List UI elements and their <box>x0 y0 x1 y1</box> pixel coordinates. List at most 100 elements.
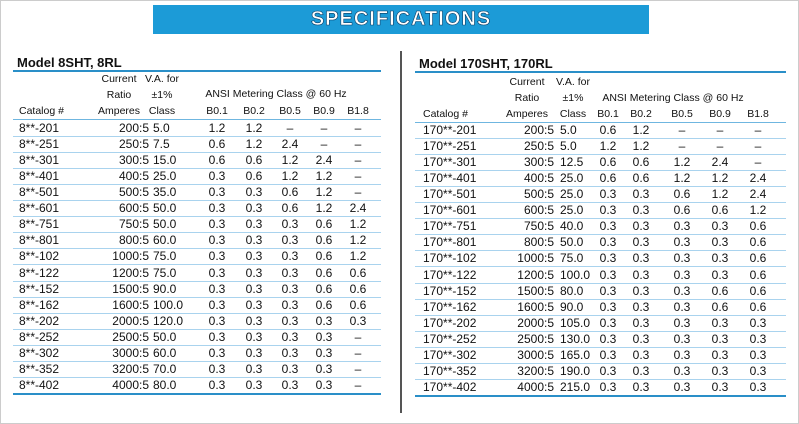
cell: 8**-202 <box>19 313 60 328</box>
cell: 8**-301 <box>19 153 60 168</box>
cell: 190.0 <box>560 363 591 378</box>
cell: 1.2 <box>208 121 226 135</box>
cell: 0.3 <box>281 377 299 392</box>
cell: – <box>678 123 686 137</box>
cell: 1500:5 <box>517 283 554 298</box>
cell: 0.3 <box>315 361 333 376</box>
header: Amperes <box>97 105 140 117</box>
cell: 215.0 <box>560 379 591 394</box>
row-rule <box>415 298 786 300</box>
cell: 0.6 <box>349 265 367 280</box>
cell: 0.3 <box>711 331 729 346</box>
cell: 0.3 <box>599 315 617 330</box>
cell: 0.3 <box>749 331 767 346</box>
cell: 1.2 <box>632 123 650 137</box>
cell: 75.0 <box>560 251 584 266</box>
divider <box>400 51 402 413</box>
cell: 1.2 <box>315 169 333 184</box>
row-rule <box>415 330 786 332</box>
cell: 25.0 <box>560 187 584 202</box>
cell: 0.3 <box>599 219 617 234</box>
cell: 250:5 <box>118 137 149 152</box>
cell: 3000:5 <box>517 347 554 362</box>
cell: 0.3 <box>208 313 226 328</box>
cell: 0.3 <box>632 251 650 266</box>
cell: 0.3 <box>599 251 617 266</box>
cell: 8**-501 <box>19 185 60 200</box>
cell: 0.6 <box>711 203 729 218</box>
cell: 300:5 <box>118 153 149 168</box>
cell: 0.6 <box>208 137 226 152</box>
cell: 0.6 <box>599 155 617 170</box>
cell: 0.6 <box>599 123 617 137</box>
row-rule <box>13 280 381 282</box>
cell: 2.4 <box>749 171 767 186</box>
cell: 170**-252 <box>423 331 477 346</box>
cell: 0.3 <box>208 297 226 312</box>
cell: 0.3 <box>245 201 263 216</box>
cell: 1.2 <box>281 153 299 168</box>
cell: 0.3 <box>711 363 729 378</box>
cell: 3000:5 <box>112 345 149 360</box>
cell: 0.6 <box>245 153 263 168</box>
cell: 1.2 <box>349 217 367 232</box>
cell: 8**-102 <box>19 249 60 264</box>
cell: 0.3 <box>711 219 729 234</box>
cell: 130.0 <box>560 331 591 346</box>
cell: 0.3 <box>749 363 767 378</box>
cell: 8**-352 <box>19 361 60 376</box>
cell: 3200:5 <box>517 363 554 378</box>
cell: 0.3 <box>599 203 617 218</box>
header: B0.5 <box>279 105 301 117</box>
cell: 0.3 <box>281 313 299 328</box>
cell: 0.3 <box>599 267 617 282</box>
row-rule <box>13 248 381 250</box>
cell: 0.3 <box>281 217 299 232</box>
cell: – <box>354 361 362 376</box>
header: B0.5 <box>671 108 693 120</box>
cell: 0.3 <box>208 281 226 296</box>
cell: 170**-162 <box>423 299 477 314</box>
row-rule <box>13 392 381 395</box>
cell: 0.3 <box>315 377 333 392</box>
cell: 0.6 <box>749 219 767 234</box>
cell: 0.3 <box>315 329 333 344</box>
cell: 5.0 <box>153 121 170 135</box>
cell: 0.3 <box>632 347 650 362</box>
cell: 40.0 <box>560 219 584 234</box>
cell: 0.3 <box>749 379 767 394</box>
cell: 0.3 <box>673 235 691 250</box>
cell: 0.3 <box>632 299 650 314</box>
row-rule <box>415 138 786 139</box>
cell: 0.3 <box>632 267 650 282</box>
cell: 170**-402 <box>423 379 477 394</box>
header: B1.8 <box>747 108 769 120</box>
cell: 0.3 <box>711 379 729 394</box>
cell: – <box>354 169 362 184</box>
cell: 0.3 <box>245 265 263 280</box>
cell: 3200:5 <box>112 361 149 376</box>
header: Current <box>101 73 137 85</box>
cell: 0.3 <box>281 361 299 376</box>
cell: 0.3 <box>245 217 263 232</box>
cell: 0.3 <box>673 283 691 298</box>
cell: 0.6 <box>749 299 767 314</box>
cell: 8**-601 <box>19 201 60 216</box>
header: B0.1 <box>206 105 228 117</box>
cell: – <box>354 185 362 200</box>
cell: 0.3 <box>208 361 226 376</box>
row-rule <box>415 234 786 236</box>
cell: 100.0 <box>560 267 591 282</box>
cell: 2.4 <box>281 137 299 152</box>
cell: 1.2 <box>632 139 650 154</box>
cell: 1600:5 <box>517 299 554 314</box>
cell: 800:5 <box>118 233 149 248</box>
cell: 0.3 <box>281 233 299 248</box>
cell: 0.3 <box>281 297 299 312</box>
cell: 25.0 <box>560 203 584 218</box>
cell: – <box>354 153 362 168</box>
cell: 0.6 <box>315 233 333 248</box>
cell: – <box>678 139 686 154</box>
cell: – <box>320 121 328 135</box>
cell: 0.3 <box>245 233 263 248</box>
